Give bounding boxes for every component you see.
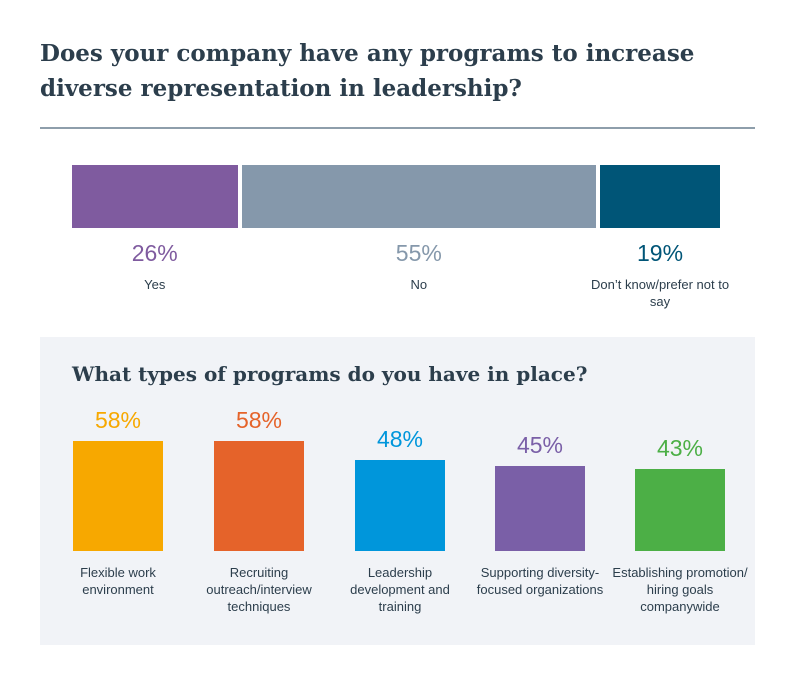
chart-title: Does your company have any programs to i… (40, 40, 695, 102)
stacked-segment (241, 165, 597, 228)
segment-category-label: No (410, 277, 428, 292)
bar-category-label: Leadership development and training (350, 565, 450, 614)
divider (40, 127, 755, 129)
bar-value-label: 48% (376, 425, 424, 452)
bar-value-label: 58% (235, 406, 283, 433)
segment-category-label: Don’t know/prefer not to say (591, 277, 730, 309)
bar (495, 465, 585, 551)
bar (73, 440, 163, 551)
stacked-segment (72, 165, 238, 228)
bar (355, 459, 445, 551)
bar (635, 469, 725, 551)
bar (214, 440, 304, 551)
programs-title: What types of programs do you have in pl… (72, 362, 588, 386)
segment-value-label: 55% (395, 240, 442, 266)
bar-category-label: Recruiting outreach/interview techniques (206, 565, 312, 614)
bar-category-label: Supporting diversity-focused organizatio… (476, 565, 604, 597)
segment-category-label: Yes (144, 277, 166, 292)
segment-value-label: 19% (637, 240, 684, 266)
bar-category-label: Flexible work environment (80, 565, 156, 597)
stacked-segment (600, 165, 720, 228)
bar-value-label: 45% (516, 431, 564, 458)
bar-category-label: Establishing promotion/ hiring goals com… (612, 565, 748, 614)
segment-value-label: 26% (131, 240, 178, 266)
bar-value-label: 58% (94, 406, 142, 433)
bar-value-label: 43% (656, 435, 704, 462)
